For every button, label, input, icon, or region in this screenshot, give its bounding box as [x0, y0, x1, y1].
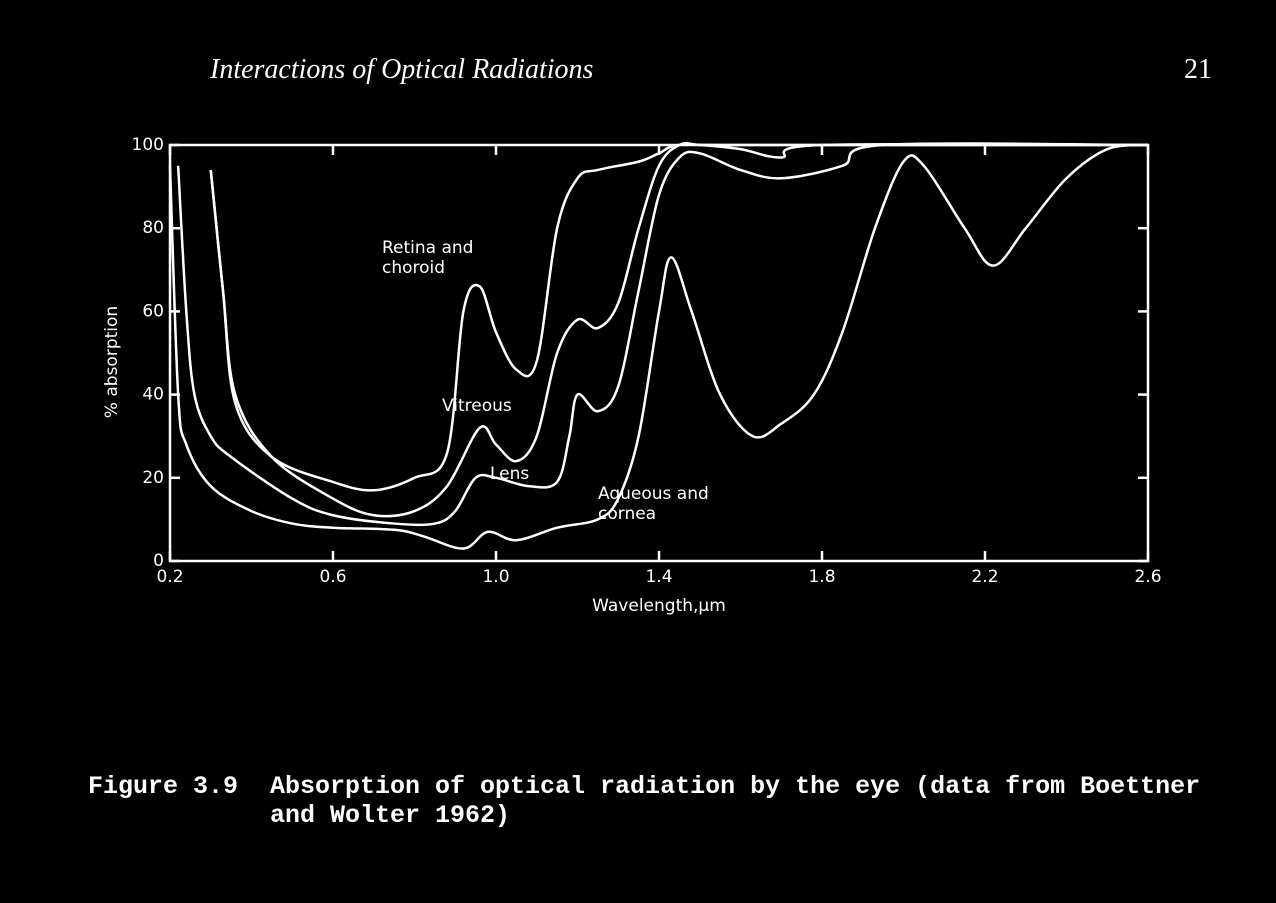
- y-tick-label: 80: [142, 218, 164, 238]
- running-title: Interactions of Optical Radiations: [210, 54, 594, 85]
- curve-label: Vitreous: [442, 396, 512, 416]
- y-tick-label: 60: [142, 301, 164, 321]
- x-tick-label: 0.2: [156, 567, 183, 587]
- absorption-curve: [168, 143, 1149, 550]
- x-tick-label: 2.6: [1134, 567, 1161, 587]
- figure-label: Figure 3.9: [88, 772, 239, 801]
- x-tick-label: 0.6: [319, 567, 346, 587]
- figure-caption: Absorption of optical radiation by the e…: [270, 772, 1201, 830]
- absorption-curve: [176, 142, 1149, 527]
- x-tick-label: 1.4: [645, 567, 672, 587]
- y-tick-label: 100: [132, 135, 164, 155]
- curve-label: Aqueous and cornea: [598, 484, 709, 524]
- x-axis-label: Wavelength,μm: [592, 596, 726, 616]
- x-tick-label: 1.8: [808, 567, 835, 587]
- x-tick-label: 1.0: [482, 567, 509, 587]
- y-tick-label: 20: [142, 468, 164, 488]
- y-axis-label: % absorption: [102, 306, 122, 418]
- absorption-curve: [209, 142, 1149, 518]
- y-tick-label: 0: [153, 551, 164, 571]
- curve-label: Retina and choroid: [382, 238, 474, 278]
- x-tick-label: 2.2: [971, 567, 998, 587]
- page-number: 21: [1184, 54, 1212, 85]
- curve-label: Lens: [490, 464, 530, 484]
- y-tick-label: 40: [142, 385, 164, 405]
- absorption-curve: [209, 143, 1148, 492]
